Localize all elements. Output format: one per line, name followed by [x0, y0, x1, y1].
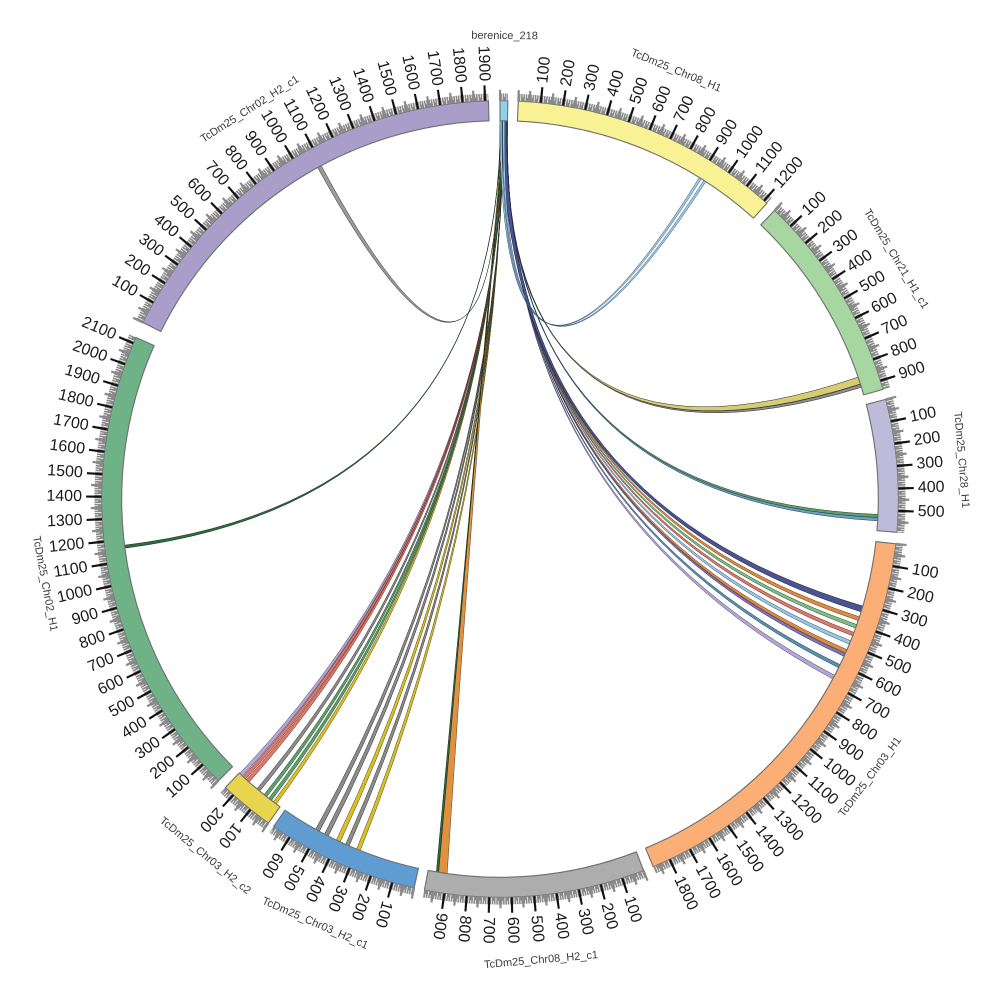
- svg-text:1300: 1300: [47, 512, 84, 531]
- svg-text:1400: 1400: [46, 488, 82, 505]
- svg-text:800: 800: [454, 915, 473, 943]
- svg-text:berenice_218: berenice_218: [471, 30, 538, 43]
- svg-text:1800: 1800: [449, 47, 469, 84]
- svg-text:600: 600: [504, 917, 522, 944]
- svg-text:500: 500: [918, 503, 945, 521]
- svg-text:1900: 1900: [474, 45, 492, 81]
- svg-text:700: 700: [479, 917, 497, 944]
- svg-text:1500: 1500: [47, 462, 84, 481]
- svg-text:400: 400: [918, 479, 945, 497]
- svg-text:100: 100: [534, 56, 554, 84]
- svg-text:500: 500: [527, 915, 546, 943]
- svg-text:300: 300: [916, 454, 944, 473]
